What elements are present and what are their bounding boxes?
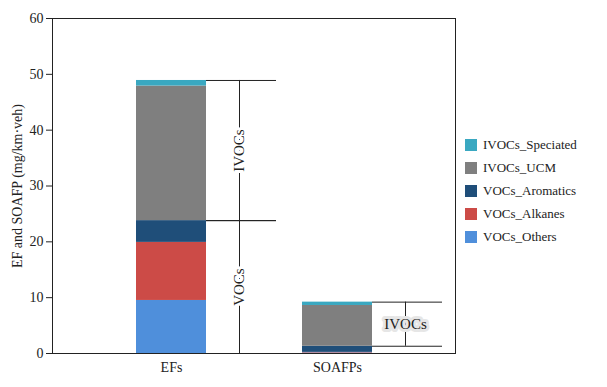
html-text:VOCs_Aromatics: VOCs_Aromatics — [483, 183, 577, 198]
svg-text:20: 20 — [30, 234, 44, 249]
svg-text:10: 10 — [30, 290, 44, 305]
svg-text:40: 40 — [30, 123, 44, 138]
html-text:IVOCs_Speciated: IVOCs_Speciated — [483, 137, 577, 152]
svg-text:IVOCs: IVOCs — [231, 129, 247, 172]
svg-text:IVOCs: IVOCs — [384, 316, 427, 332]
html-text:VOCs_Alkanes: VOCs_Alkanes — [483, 206, 565, 221]
svg-text:30: 30 — [30, 178, 44, 193]
html-text:VOCs_Others: VOCs_Others — [483, 229, 557, 244]
svg-text:EF and SOAFP (mg/km·veh): EF and SOAFP (mg/km·veh) — [10, 104, 26, 268]
svg-text:60: 60 — [30, 11, 44, 26]
svg-text:EFs: EFs — [161, 360, 183, 375]
svg-text:SOAFPs: SOAFPs — [313, 360, 362, 375]
svg-text:VOCs: VOCs — [231, 268, 247, 306]
html-text:IVOCs_UCM: IVOCs_UCM — [483, 160, 556, 175]
svg-text:50: 50 — [30, 67, 44, 82]
svg-text:0: 0 — [37, 346, 44, 361]
